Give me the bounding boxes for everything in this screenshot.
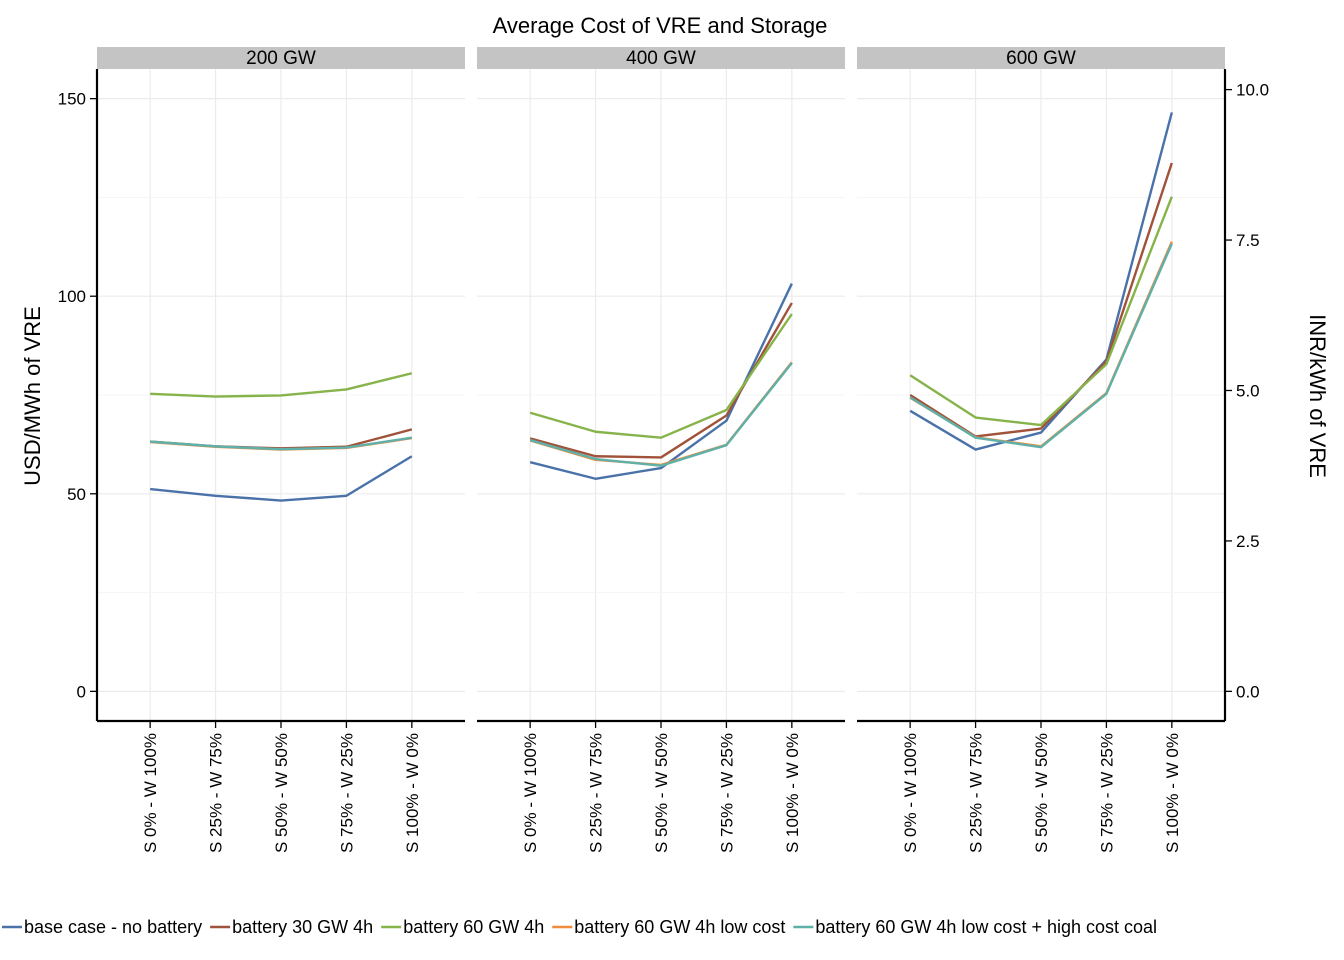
y-tick-label-right: 5.0 bbox=[1236, 381, 1260, 400]
series-line-1 bbox=[909, 162, 1173, 438]
x-tick-label: S 75% - W 25% bbox=[717, 733, 736, 853]
x-tick-label: S 25% - W 75% bbox=[587, 733, 606, 853]
series-line-0 bbox=[909, 112, 1173, 451]
legend-item-4: battery 60 GW 4h low cost + high cost co… bbox=[793, 917, 1157, 937]
panels-group: 200 GW S 0% - W 100% S 25% - W 75% S 50% - … bbox=[58, 47, 1225, 853]
panel-1: 400 GW S 0% - W 100% S 25% - W 75% S 50% - … bbox=[477, 47, 845, 853]
y-axis-title-right: INR/kWh of VRE bbox=[1305, 314, 1330, 478]
x-tick-label: S 0% - W 100% bbox=[521, 733, 540, 853]
y-tick-label-right: 2.5 bbox=[1236, 532, 1260, 551]
series-line-0 bbox=[150, 455, 413, 502]
x-tick-label: S 75% - W 25% bbox=[1097, 733, 1116, 853]
series-line-4 bbox=[909, 243, 1173, 449]
legend-label: battery 60 GW 4h low cost + high cost co… bbox=[815, 917, 1157, 937]
y-tick-label-left: 0 bbox=[77, 682, 86, 701]
panel-strip-label: 400 GW bbox=[626, 48, 696, 69]
y-tick-label-left: 50 bbox=[67, 485, 86, 504]
x-tick-label: S 0% - W 100% bbox=[141, 733, 160, 853]
legend-label: base case - no battery bbox=[24, 917, 202, 937]
legend-item-3: battery 60 GW 4h low cost bbox=[552, 917, 785, 937]
legend-label: battery 60 GW 4h low cost bbox=[574, 917, 785, 937]
x-tick-label: S 25% - W 75% bbox=[207, 733, 226, 853]
panel-2: 600 GW S 0% - W 100% S 25% - W 75% S 50% - … bbox=[857, 47, 1225, 853]
panel-strip bbox=[857, 47, 1225, 69]
x-tick-label: S 100% - W 0% bbox=[403, 733, 422, 853]
legend-label: battery 30 GW 4h bbox=[232, 917, 373, 937]
series-line-2 bbox=[529, 313, 793, 439]
series-line-2 bbox=[909, 196, 1173, 427]
x-tick-label: S 0% - W 100% bbox=[901, 733, 920, 853]
y-tick-label-left: 150 bbox=[58, 90, 86, 109]
panel-strip bbox=[477, 47, 845, 69]
x-tick-label: S 100% - W 0% bbox=[783, 733, 802, 853]
panel-strip bbox=[97, 47, 465, 69]
legend-item-1: battery 30 GW 4h bbox=[210, 917, 373, 937]
x-tick-label: S 50% - W 50% bbox=[1032, 733, 1051, 853]
x-tick-label: S 100% - W 0% bbox=[1163, 733, 1182, 853]
legend-label: battery 60 GW 4h bbox=[403, 917, 544, 937]
y-tick-label-right: 0.0 bbox=[1236, 682, 1260, 701]
series-line-4 bbox=[150, 436, 413, 451]
y-axis-title-left: USD/MWh of VRE bbox=[20, 306, 45, 486]
legend: base case - no battery battery 30 GW 4h ba… bbox=[2, 917, 1157, 937]
chart-title: Average Cost of VRE and Storage bbox=[493, 13, 828, 38]
legend-item-0: base case - no battery bbox=[2, 917, 202, 937]
x-tick-label: S 50% - W 50% bbox=[652, 733, 671, 853]
series-line-0 bbox=[529, 283, 793, 480]
series-line-4 bbox=[529, 362, 793, 467]
panel-strip-label: 200 GW bbox=[246, 48, 316, 69]
panel-strip-label: 600 GW bbox=[1006, 48, 1076, 69]
y-tick-label-right: 10.0 bbox=[1236, 81, 1269, 100]
panel-0: 200 GW S 0% - W 100% S 25% - W 75% S 50% - … bbox=[58, 47, 465, 853]
series-line-2 bbox=[150, 372, 413, 398]
y-tick-label-left: 100 bbox=[58, 287, 86, 306]
right-axis: 0.0 2.5 5.0 7.5 10.0 bbox=[1223, 69, 1269, 721]
legend-item-2: battery 60 GW 4h bbox=[381, 917, 544, 937]
x-tick-label: S 75% - W 25% bbox=[337, 733, 356, 853]
y-tick-label-right: 7.5 bbox=[1236, 231, 1260, 250]
x-tick-label: S 25% - W 75% bbox=[967, 733, 986, 853]
x-tick-label: S 50% - W 50% bbox=[272, 733, 291, 853]
